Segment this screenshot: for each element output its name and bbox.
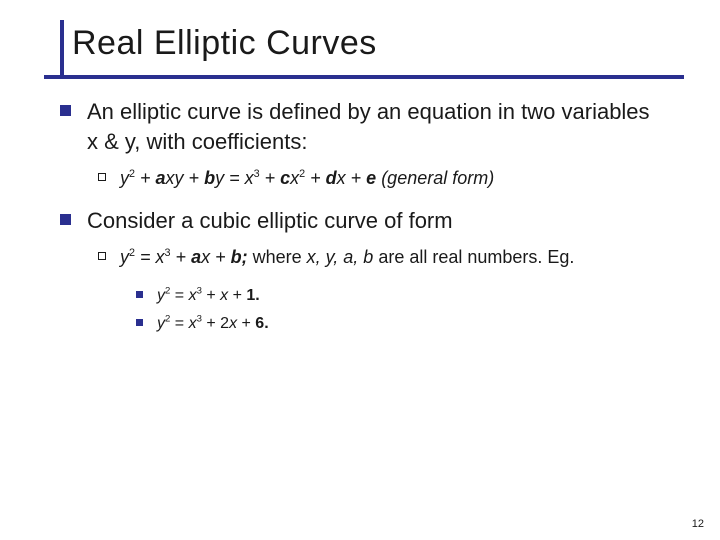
- bullet-level3: y2 = x3 + 2x + 6.: [136, 312, 664, 336]
- hollow-square-bullet-icon: [98, 252, 106, 260]
- title-vertical-rule: [60, 20, 64, 75]
- bullet-level3: y2 = x3 + x + 1.: [136, 284, 664, 308]
- bullet-text: y2 + axy + by = x3 + cx2 + dx + e (gener…: [120, 166, 494, 191]
- bullet-text: y2 = x3 + 2x + 6.: [157, 312, 269, 336]
- bullet-text: Consider a cubic elliptic curve of form: [87, 206, 453, 236]
- bullet-level1: Consider a cubic elliptic curve of form: [60, 206, 664, 236]
- square-bullet-icon: [60, 105, 71, 116]
- bullet-text: y2 = x3 + x + 1.: [157, 284, 260, 308]
- title-region: Real Elliptic Curves: [0, 0, 720, 71]
- square-bullet-icon: [136, 319, 143, 326]
- slide-title: Real Elliptic Curves: [72, 24, 720, 63]
- bullet-text: y2 = x3 + ax + b; where x, y, a, b are a…: [120, 245, 574, 270]
- square-bullet-icon: [60, 214, 71, 225]
- bullet-level1: An elliptic curve is defined by an equat…: [60, 97, 664, 156]
- page-number: 12: [692, 518, 704, 530]
- bullet-level2: y2 + axy + by = x3 + cx2 + dx + e (gener…: [98, 166, 664, 191]
- bullet-level2: y2 = x3 + ax + b; where x, y, a, b are a…: [98, 245, 664, 270]
- bullet-text: An elliptic curve is defined by an equat…: [87, 97, 664, 156]
- slide-body: An elliptic curve is defined by an equat…: [0, 79, 720, 336]
- hollow-square-bullet-icon: [98, 173, 106, 181]
- square-bullet-icon: [136, 291, 143, 298]
